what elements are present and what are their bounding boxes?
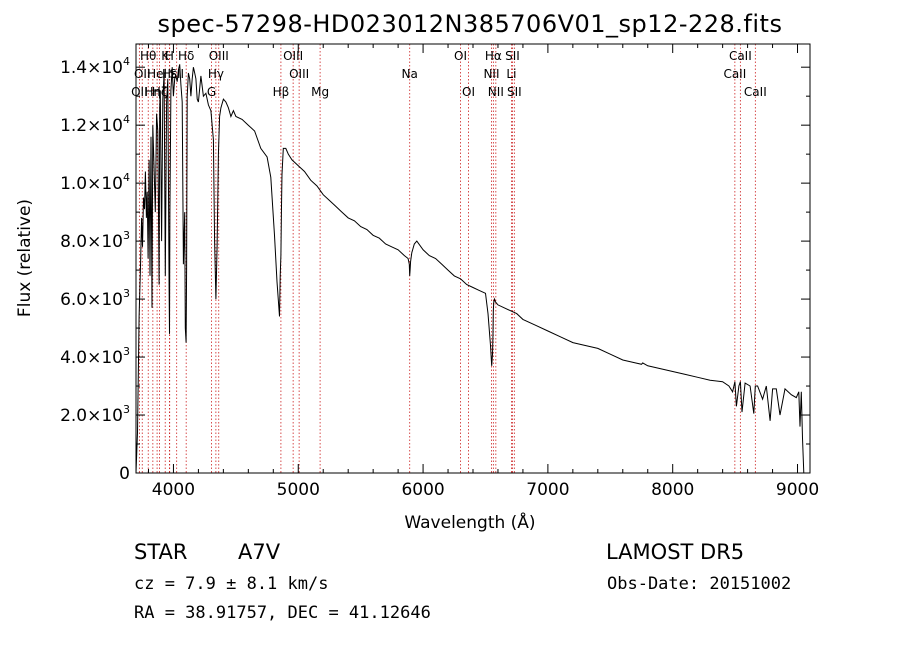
x-axis: 4000 5000 6000 7000 8000 9000 [147,44,819,500]
line-marker-label: Hε [162,67,178,81]
line-marker-label: NII [488,85,504,99]
y-tick-mantissa: 1.0×10 [60,174,123,194]
line-markers [138,44,756,473]
y-tick-label: 4.0×103 [60,345,130,368]
line-marker-label: NII [483,67,499,81]
line-marker-label: OII [131,85,148,99]
line-marker-label: Mg [311,85,329,99]
x-tick-label: 7000 [526,480,569,500]
y-tick-label: 1.2×104 [60,113,130,136]
sky-coordinates: RA = 38.91757, DEC = 41.12646 [134,603,431,623]
x-tick-label: 9000 [776,480,819,500]
line-marker-label: OII [134,67,151,81]
y-axis: 02.0×1034.0×1036.0×1038.0×1031.0×1041.2×… [60,55,810,484]
object-subclass: A7V [238,540,281,564]
line-marker-label: OI [454,49,467,63]
line-marker-label: G [207,85,216,99]
y-tick-label: 6.0×103 [60,287,130,310]
survey-name: LAMOST DR5 [606,540,745,564]
y-tick-exponent: 4 [123,113,130,126]
line-marker-label: CaII [729,49,752,63]
y-tick-mantissa: 1.4×10 [60,58,123,78]
plot-frame [135,43,811,474]
x-axis-label: Wavelength (Å) [404,511,535,533]
line-marker-label: K [161,49,170,63]
line-marker-label: Na [402,67,418,81]
line-marker-label: Hθ [140,49,156,63]
y-tick-mantissa: 0 [119,464,130,484]
line-marker-label: HeI [147,67,167,81]
y-tick-label: 0 [119,464,130,484]
y-tick-exponent: 4 [123,55,130,68]
y-tick-label: 1.4×104 [60,55,130,78]
line-marker-label: CaII [744,85,767,99]
y-tick-label: 8.0×103 [60,229,130,252]
line-marker-label: Hη [145,85,162,99]
spectrum-series-line [135,64,805,474]
y-tick-mantissa: 2.0×10 [60,406,123,426]
y-tick-mantissa: 8.0×10 [60,232,123,252]
y-tick-label: 1.0×104 [60,171,130,194]
y-tick-label: 2.0×103 [60,403,130,426]
chart-title: spec-57298-HD023012N385706V01_sp12-228.f… [157,10,783,38]
y-axis-label: Flux (relative) [15,199,35,317]
x-tick-label: 5000 [277,480,320,500]
line-marker-label: OIII [283,49,303,63]
y-tick-exponent: 3 [123,287,130,300]
line-marker-label: CaII [723,67,746,81]
line-marker-label: Hβ [273,85,290,99]
x-tick-label: 4000 [152,480,195,500]
object-class: STAR [134,540,188,564]
line-marker-label: OIII [289,67,309,81]
y-tick-exponent: 4 [123,171,130,184]
y-tick-mantissa: 6.0×10 [60,290,123,310]
y-tick-exponent: 3 [123,345,130,358]
redshift-velocity: cz = 7.9 ± 8.1 km/s [134,574,329,594]
line-marker-label: Hδ [178,49,194,63]
line-marker-label: OI [462,85,475,99]
x-tick-label: 6000 [401,480,444,500]
line-marker-labels: OIIOIIHθHηHeIHζKHHεHδSIIGHγOIIIHβOIIIOII… [131,49,767,99]
y-tick-exponent: 3 [123,229,130,242]
line-marker-label: H [165,49,174,63]
y-tick-exponent: 3 [123,403,130,416]
line-marker-label: Li [506,67,516,81]
observation-date: Obs-Date: 20151002 [607,574,792,594]
line-marker-label: Hα [485,49,502,63]
line-marker-label: SII [505,49,520,63]
line-marker-label: SII [507,85,522,99]
line-marker-label: Hγ [208,67,224,81]
line-marker-label: OIII [209,49,229,63]
y-tick-mantissa: 4.0×10 [60,348,123,368]
x-tick-label: 8000 [651,480,694,500]
y-tick-mantissa: 1.2×10 [60,116,123,136]
